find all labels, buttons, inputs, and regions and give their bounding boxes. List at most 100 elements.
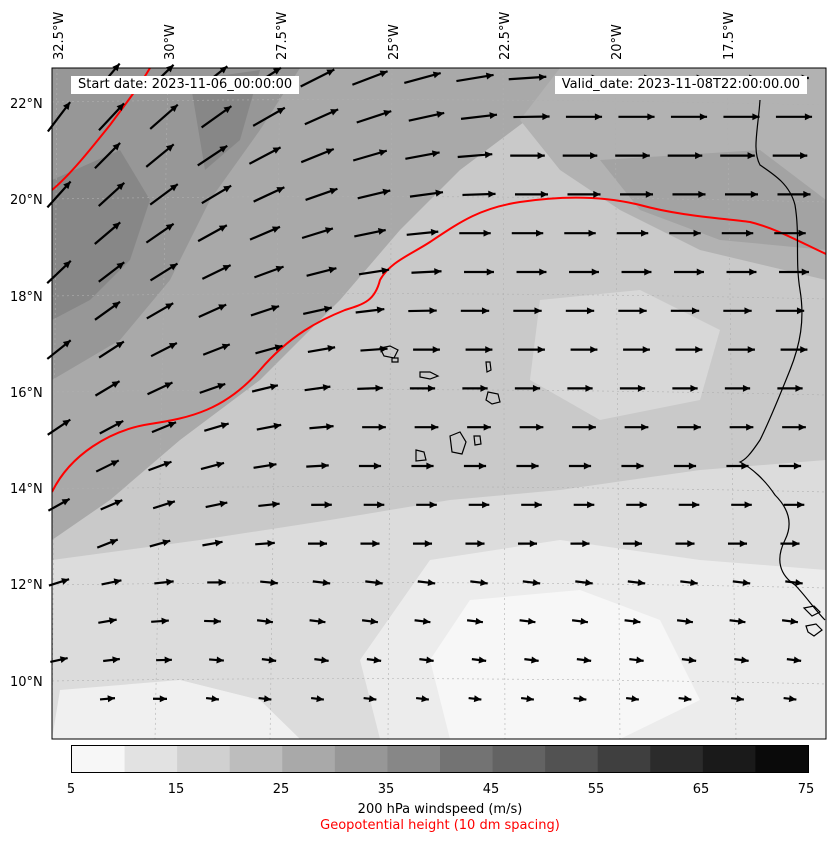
wind-arrow-head [430,228,439,236]
wind-arrow-head [795,384,803,392]
wind-arrow-head [696,268,704,276]
wind-arrow-head [534,501,542,509]
wind-arrow-head [112,63,120,72]
wind-arrow-head [113,578,122,586]
coastline [379,99,826,637]
wind-arrow-head [274,344,283,352]
wind-arrow-head [216,461,225,469]
wind-arrow-head [483,423,491,431]
start-date-label: Start date: 2023-11-06_00:00:00 [71,76,300,94]
colorbar-swatch [440,746,494,772]
lat-label: 22°N [10,97,43,112]
wind-arrow-head [429,307,437,315]
wind-arrow-head [488,190,496,198]
wind-arrow-head [213,617,221,625]
wind-arrow-head [321,462,329,470]
wind-arrow-head [59,656,68,664]
wind-arrow-head [690,384,698,392]
wind-arrow-head [432,346,440,354]
wind-arrow-head [590,152,598,160]
wind-arrow-head [632,617,641,625]
wind-arrow-head [272,67,281,75]
wind-arrow-head [481,307,490,315]
wind-arrow-head [693,229,701,237]
wind-arrow-head [112,656,120,664]
wind-arrow-head [427,384,436,392]
wind-arrow-head [421,695,429,703]
wind-arrow-head [166,578,174,586]
wind-arrow-head [484,151,493,159]
wind-arrow-head [429,501,437,509]
wind-arrow-head [379,70,388,78]
wind-arrow-head [218,225,227,232]
wind-arrow-head [792,540,800,548]
wind-arrow-head [378,149,387,157]
wind-arrow-head [321,656,329,664]
wind-arrow-head [480,384,488,392]
wind-arrow-head [688,462,697,470]
wind-arrow-head [436,111,445,118]
colorbar-tick: 5 [66,782,76,797]
wind-arrow-head [109,538,118,546]
wind-arrow-head [218,578,226,586]
wind-arrow-head [424,540,433,548]
lon-label: 30°W [163,24,178,60]
wind-arrow-head [537,346,545,354]
colorbar-tick: 15 [167,782,185,797]
wind-arrow-head [647,113,655,121]
wind-arrow-head [168,421,177,429]
wind-arrow-head [275,265,284,273]
wind-arrow-head [538,73,547,81]
wind-arrow-head [636,462,644,470]
wind-arrow-head [532,579,541,587]
wind-arrow-head [435,189,444,197]
wind-arrow-head [749,268,757,276]
wind-arrow-head [108,617,117,625]
lat-label: 10°N [10,675,43,690]
colorbar-swatch [177,746,231,772]
colorbar-tick: 45 [482,782,500,797]
wind-arrow-head [634,540,643,548]
wind-arrow-head [795,579,803,587]
lon-label: 32.5°W [52,11,67,60]
wind-arrow-head [642,152,650,160]
colorbar-swatch [72,746,126,772]
colorbar-swatch [229,746,283,772]
valid-date-label: Valid_date: 2023-11-08T22:00:00.00 [554,76,807,94]
wind-arrow-head [750,190,759,198]
wind-arrow-head [692,501,700,509]
wind-arrow-head [165,64,174,73]
wind-arrow-head [170,104,178,113]
wind-arrow-head [161,617,169,625]
colorbar-sublabel: Geopotential height (10 dm spacing) [320,818,560,833]
wind-arrow-head [801,268,809,276]
wind-arrow-head [752,113,760,121]
wind-arrow-head [276,187,285,194]
wind-arrow-head [329,187,338,195]
wind-arrow-head [578,695,587,703]
wind-arrow-head [165,144,174,152]
wind-arrow-head [159,695,167,703]
lon-label: 17.5°W [722,11,737,60]
wind-arrow-head [324,501,332,509]
lat-label: 16°N [10,386,43,401]
wind-arrow-head [793,462,802,470]
colorbar-swatch [755,746,809,772]
wind-arrow-head [593,190,601,198]
wind-arrow-head [741,656,749,664]
wind-arrow-head [645,190,654,198]
wind-arrow-head [434,268,442,276]
wind-arrow-head [582,540,590,548]
wind-arrow-head [270,383,278,391]
wind-arrow-head [797,501,805,509]
wind-arrow-head [165,303,174,310]
wind-arrow-head [216,656,224,664]
lat-label: 20°N [10,193,43,208]
wind-arrow-head [746,423,754,431]
wind-arrow-head [61,578,70,585]
wind-arrow-head [376,306,385,314]
wind-arrow-head [273,422,282,430]
wind-arrow-head [268,656,277,664]
wind-arrow-head [368,695,377,703]
wind-arrow-head [377,501,385,509]
